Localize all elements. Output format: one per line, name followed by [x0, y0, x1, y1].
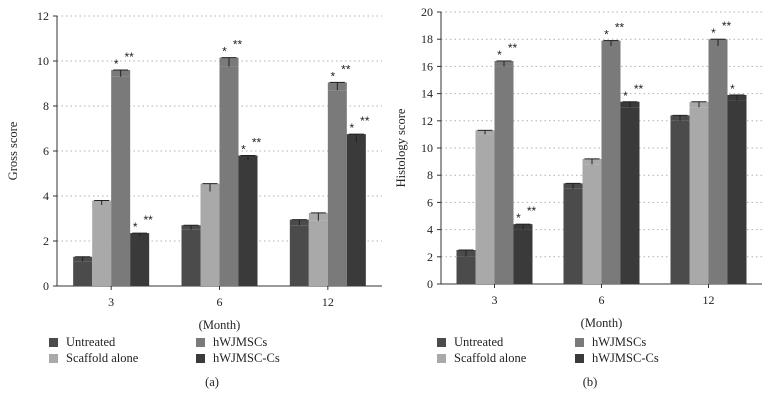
y-tick-label: 2 [43, 234, 49, 248]
legend: Untreated Scaffold alone hWJMSCs hWJMSC-Cs [437, 335, 659, 365]
x-tick-label: 12 [703, 293, 715, 307]
significance-marker: * [604, 28, 609, 42]
legend-swatch [575, 354, 584, 363]
significance-marker: * [711, 26, 716, 40]
significance-marker: * [114, 57, 119, 71]
significance-marker: * [623, 89, 628, 103]
y-tick-label: 12 [421, 114, 433, 128]
y-tick-label: 2 [427, 250, 433, 264]
y-tick-label: 20 [421, 5, 433, 19]
legend-label: hWJMSC-Cs [213, 351, 280, 365]
legend-label: hWJMSC-Cs [592, 351, 659, 365]
y-tick-label: 14 [421, 87, 433, 101]
x-tick-label: 3 [108, 295, 114, 309]
bar-hwjmscs [219, 66, 239, 286]
significance-marker: ** [615, 21, 625, 35]
significance-marker: ** [508, 41, 518, 55]
y-tick-label: 10 [421, 141, 433, 155]
y-axis-label: Gross score [6, 121, 20, 180]
significance-marker: * [516, 211, 521, 225]
significance-marker: * [330, 69, 335, 83]
x-tick-label: 3 [492, 293, 498, 307]
significance-marker: * [133, 220, 138, 234]
bar-hwjmsc-cs [513, 229, 533, 284]
y-axis-label: Histology score [394, 108, 408, 187]
bar-hwjmsc-cs [346, 142, 366, 286]
y-tick-label: 6 [427, 195, 433, 209]
y-tick-label: 16 [421, 59, 433, 73]
legend-label: hWJMSCs [213, 335, 267, 349]
significance-marker: ** [124, 50, 134, 64]
y-tick-label: 4 [427, 223, 433, 237]
significance-marker: * [222, 45, 227, 59]
bar-scaffold-alone [200, 191, 220, 286]
y-tick-label: 4 [43, 189, 49, 203]
bar-hwjmscs [494, 66, 514, 285]
bar-untreated [289, 225, 309, 286]
bar-untreated [73, 261, 93, 286]
bar-hwjmscs [111, 76, 131, 286]
bar-hwjmscs [327, 90, 347, 286]
legend-label: Untreated [66, 335, 116, 349]
bar-untreated [670, 120, 690, 284]
bar-hwjmsc-cs [727, 100, 747, 285]
significance-marker: ** [252, 136, 262, 150]
x-tick-label: 6 [599, 293, 605, 307]
legend: Untreated Scaffold alone hWJMSCs hWJMSC-Cs [49, 335, 280, 365]
panel-label: (b) [583, 375, 598, 389]
y-tick-label: 10 [37, 54, 49, 68]
significance-marker: ** [722, 19, 732, 33]
significance-marker: * [730, 82, 735, 96]
bar-untreated [181, 229, 201, 286]
significance-marker: ** [341, 62, 351, 76]
legend-label: Scaffold alone [454, 351, 527, 365]
bar-scaffold-alone [92, 205, 112, 286]
x-axis-label: (Month) [581, 316, 623, 330]
bar-hwjmsc-cs [130, 236, 150, 286]
bar-hwjmsc-cs [620, 107, 640, 284]
y-tick-label: 12 [37, 9, 49, 23]
bar-untreated [456, 256, 476, 284]
x-axis-label: (Month) [199, 318, 241, 332]
legend-swatch [49, 354, 58, 363]
legend-swatch [437, 354, 446, 363]
y-tick-label: 8 [427, 168, 433, 182]
bar-hwjmscs [708, 46, 728, 284]
y-tick-label: 0 [43, 279, 49, 293]
legend-swatch [196, 338, 205, 347]
bar-hwjmscs [601, 46, 621, 284]
x-tick-label: 12 [322, 295, 334, 309]
significance-marker: * [241, 143, 246, 157]
panel-label: (a) [205, 375, 219, 389]
y-tick-label: 8 [43, 99, 49, 113]
bar-scaffold-alone [475, 134, 495, 284]
y-tick-label: 6 [43, 144, 49, 158]
y-tick-label: 0 [427, 277, 433, 291]
legend-label: Untreated [454, 335, 504, 349]
y-tick-label: 18 [421, 32, 433, 46]
significance-marker: * [497, 48, 502, 62]
significance-marker: ** [233, 38, 243, 52]
bar-hwjmsc-cs [238, 160, 258, 286]
bar-scaffold-alone [582, 164, 602, 284]
legend-label: Scaffold alone [66, 351, 139, 365]
legend-swatch [196, 354, 205, 363]
significance-marker: ** [360, 114, 370, 128]
significance-marker: ** [143, 213, 153, 227]
legend-swatch [437, 338, 446, 347]
legend-label: hWJMSCs [592, 335, 646, 349]
bar-scaffold-alone [689, 107, 709, 284]
significance-marker: * [349, 121, 354, 135]
bar-untreated [563, 188, 583, 284]
bar-scaffold-alone [308, 220, 328, 286]
legend-swatch [575, 338, 584, 347]
significance-marker: ** [527, 204, 537, 218]
significance-marker: ** [634, 82, 644, 96]
x-tick-label: 6 [217, 295, 223, 309]
legend-swatch [49, 338, 58, 347]
